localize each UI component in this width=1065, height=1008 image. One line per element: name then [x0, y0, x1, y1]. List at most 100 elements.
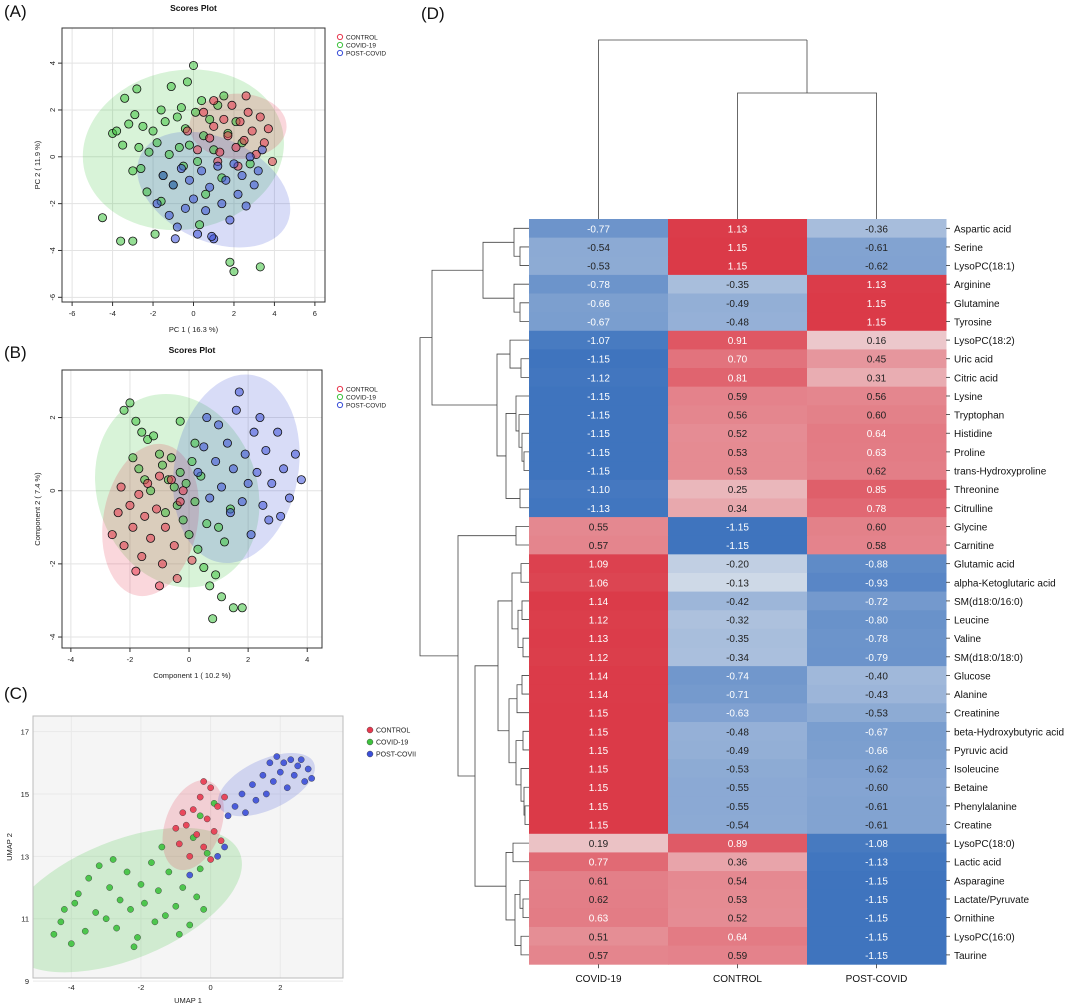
data-point-covid: [57, 918, 65, 926]
data-point-post: [158, 171, 168, 181]
data-point-covid: [211, 570, 221, 580]
legend-label: CONTROL: [376, 728, 410, 735]
row-dendrogram-branch: [505, 852, 515, 921]
heatmap-cell: [529, 256, 669, 276]
y-tick-label: -4: [48, 634, 57, 641]
heatmap-cell: [807, 722, 947, 742]
data-point-post: [188, 194, 198, 204]
legend-label: POST-COVID: [346, 51, 386, 58]
data-point-control: [107, 530, 117, 540]
data-point-covid: [193, 893, 201, 901]
data-point-covid: [175, 931, 183, 938]
data-point-post: [234, 387, 244, 397]
heatmap-cell-value: 1.06: [589, 578, 609, 589]
data-point-post: [207, 231, 217, 241]
row-dendrogram-branch: [520, 935, 529, 956]
heatmap-cell-value: 0.53: [728, 467, 748, 478]
data-point-post: [221, 175, 231, 185]
heatmap-cell-value: 0.51: [589, 932, 609, 943]
data-point-covid: [102, 915, 110, 923]
x-tick-label: 0: [209, 983, 213, 992]
heatmap-cell: [668, 423, 808, 444]
heatmap-cell-value: -0.34: [726, 653, 749, 664]
data-point-control: [247, 126, 257, 136]
data-point-covid: [144, 147, 154, 157]
data-point-post: [266, 759, 274, 767]
heatmap-cell-value: -0.88: [865, 560, 888, 571]
data-point-post: [255, 413, 265, 423]
legend-marker: [336, 393, 344, 401]
data-point-post: [296, 475, 306, 485]
data-point-control: [178, 486, 188, 496]
data-point-control: [157, 559, 167, 569]
legend-label: COVID-19: [376, 740, 408, 747]
row-dendrogram-branch: [512, 842, 529, 863]
heatmap-cell-value: -0.61: [865, 802, 888, 813]
heatmap-cell: [668, 815, 808, 835]
row-dendrogram-branch: [515, 395, 529, 432]
row-dendrogram-branch: [519, 488, 529, 509]
heatmap-cell-value: -1.15: [865, 876, 888, 887]
data-point-post: [257, 145, 267, 155]
plot-content: [33, 753, 315, 973]
heatmap-cell: [668, 777, 808, 798]
data-point-covid: [193, 156, 203, 166]
heatmap-cell: [807, 312, 947, 332]
row-label: Glucose: [954, 671, 991, 682]
row-dendrogram-branch: [520, 358, 529, 378]
heatmap-cell-value: -0.48: [726, 317, 749, 328]
data-point-control: [200, 843, 207, 851]
heatmap-cell: [807, 386, 947, 406]
y-axis-label: PC 2 ( 11.9 %): [33, 140, 42, 189]
heatmap-cell-value: 0.25: [728, 485, 748, 496]
heatmap-cell: [807, 610, 947, 630]
data-point-covid: [124, 119, 134, 129]
row-label: Glutamine: [954, 299, 1000, 310]
heatmap-cell: [668, 740, 808, 760]
data-point-control: [193, 831, 201, 838]
data-point-post: [233, 189, 243, 199]
heatmap-cell-value: 1.13: [728, 224, 748, 235]
heatmap-cell-value: -0.48: [726, 727, 749, 738]
row-label: Glutamic acid: [954, 560, 1015, 571]
data-point-control: [235, 117, 245, 127]
heatmap-cell-value: 0.53: [728, 448, 748, 459]
heatmap-cell: [807, 796, 947, 816]
data-point-control: [169, 541, 179, 551]
heatmap-cell: [668, 871, 808, 891]
heatmap-cell-value: 0.57: [589, 541, 609, 552]
heatmap-cell-value: 1.14: [589, 690, 609, 701]
heatmap-cell: [668, 274, 808, 295]
data-point-control: [186, 853, 194, 860]
data-point-control: [221, 793, 228, 801]
data-point-covid: [217, 592, 227, 602]
data-point-covid: [184, 530, 194, 540]
data-point-control: [182, 126, 192, 136]
heatmap-cell: [668, 219, 808, 239]
heatmap-cell-value: 0.77: [589, 858, 609, 869]
data-point-post: [205, 182, 215, 192]
heatmap-cell-value: -0.35: [726, 634, 749, 645]
x-tick-label: 6: [313, 309, 317, 318]
data-point-covid: [172, 112, 182, 122]
data-point-control: [227, 100, 237, 110]
heatmap-cell-value: -0.61: [865, 243, 888, 254]
data-point-covid: [125, 398, 135, 408]
data-point-post: [253, 166, 263, 176]
data-point-covid: [255, 262, 265, 272]
plot-frame: [32, 715, 344, 979]
row-label: Proline: [954, 448, 986, 459]
heatmap-cell-value: -1.12: [587, 373, 610, 384]
heatmap-cell-value: -0.67: [587, 317, 610, 328]
panel-label-a: (A): [4, 2, 27, 21]
data-point-post: [280, 759, 288, 767]
row-label: Isoleucine: [954, 765, 999, 776]
heatmap-cell-value: 0.91: [728, 336, 748, 347]
heatmap-cell-value: 0.64: [728, 932, 748, 943]
heatmap-cell: [529, 889, 669, 909]
heatmap-cell-value: 1.12: [589, 616, 609, 627]
heatmap-cell-value: -1.08: [865, 839, 888, 850]
heatmap-cell: [668, 498, 808, 518]
data-point-control: [209, 96, 219, 106]
